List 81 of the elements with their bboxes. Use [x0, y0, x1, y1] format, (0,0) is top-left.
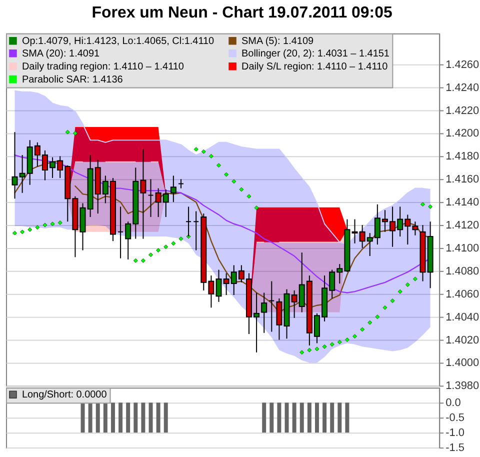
point — [72, 130, 78, 136]
point — [201, 149, 206, 154]
candlestick — [118, 206, 124, 259]
candlestick — [193, 210, 200, 251]
y-tick-label: -1.5 — [446, 442, 464, 454]
point — [428, 204, 433, 209]
y-tick-label: 1.4120 — [446, 220, 480, 232]
candlestick — [261, 292, 268, 334]
legend-label: Op:1.4079, Hi:1.4123, Lo:1.4065, Cl:1.4110 — [22, 36, 215, 47]
candlestick — [276, 298, 282, 340]
point — [42, 222, 48, 228]
point — [133, 258, 138, 263]
point — [224, 172, 229, 177]
point — [232, 179, 236, 184]
legend-label: SMA (5): 1.4109 — [241, 36, 314, 47]
point — [216, 163, 222, 168]
y-tick-label: -1.0 — [446, 427, 464, 440]
y-tick-label: 1.4220 — [446, 104, 480, 117]
candlestick — [170, 175, 176, 203]
point — [254, 206, 259, 210]
point — [300, 350, 304, 355]
point — [322, 344, 327, 349]
legend-label: Parabolic SAR: 1.4136 — [22, 74, 124, 86]
candlestick — [178, 178, 184, 189]
y-tick-label: 1.4160 — [446, 174, 480, 186]
point — [178, 236, 184, 242]
y-tick-label: 1.4240 — [446, 82, 480, 94]
point — [390, 298, 395, 304]
y-tick-label: 1.3980 — [446, 380, 480, 392]
point — [337, 340, 342, 344]
point — [307, 348, 312, 352]
candlestick — [186, 206, 192, 237]
point — [246, 194, 252, 199]
point — [412, 276, 418, 282]
legend-label: Daily S/L region: 1.4110 – 1.4110 — [241, 61, 388, 72]
point — [20, 230, 25, 234]
candlestick — [268, 280, 275, 332]
point — [344, 338, 350, 342]
point — [12, 230, 17, 236]
point — [148, 252, 154, 258]
point — [156, 248, 161, 253]
candlestick — [148, 178, 154, 218]
point — [208, 154, 214, 158]
y-tick-label: 1.4040 — [446, 311, 480, 324]
point — [35, 225, 40, 230]
point — [140, 258, 146, 263]
candlestick — [12, 132, 18, 200]
point — [330, 342, 334, 347]
y-tick-label: 1.4020 — [446, 334, 480, 346]
point — [65, 130, 70, 134]
point — [194, 147, 198, 152]
point — [352, 334, 358, 339]
legend-label: Long/Short: 0.0000 — [22, 390, 108, 401]
point — [164, 244, 168, 250]
point — [375, 314, 380, 320]
y-tick-label: 1.4000 — [446, 357, 480, 370]
legend-label: Bollinger (20, 2): 1.4031 – 1.4151 — [241, 48, 390, 60]
legend-label: Daily trading region: 1.4110 – 1.4110 — [22, 61, 184, 72]
y-tick-label: 1.4200 — [446, 128, 480, 140]
y-tick-label: 1.4060 — [446, 288, 480, 300]
point — [58, 220, 62, 225]
y-tick-label: 0.0 — [446, 397, 461, 410]
point — [382, 305, 388, 310]
point — [171, 241, 176, 246]
point — [360, 327, 365, 332]
point — [50, 222, 55, 226]
point — [239, 187, 244, 192]
y-tick-label: 1.4100 — [446, 242, 480, 254]
point — [314, 346, 320, 352]
point — [368, 320, 372, 325]
point — [28, 227, 32, 232]
y-tick-label: -0.5 — [446, 412, 464, 424]
y-tick-label: 1.4080 — [446, 265, 480, 278]
point — [420, 202, 426, 207]
point — [405, 282, 410, 287]
y-tick-label: 1.4180 — [446, 150, 480, 163]
y-tick-label: 1.4140 — [446, 196, 480, 209]
y-tick-label: 1.4260 — [446, 58, 480, 71]
legend-label: SMA (20): 1.4091 — [22, 48, 100, 60]
point — [398, 289, 402, 294]
chart-title: Forex um Neun - Chart 19.07.2011 09:05 — [92, 4, 392, 22]
